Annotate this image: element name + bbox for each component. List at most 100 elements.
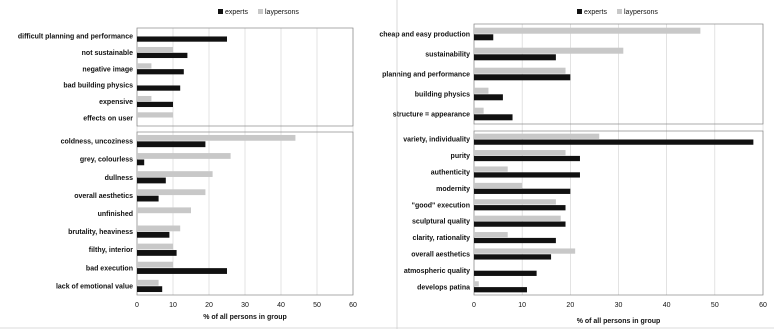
tick-label: 10: [169, 302, 177, 309]
bar-experts: [137, 231, 170, 238]
legend-label: laypersons: [265, 9, 299, 16]
bar-experts: [474, 221, 566, 227]
bar-laypersons: [137, 112, 173, 118]
category-label: authenticity: [431, 170, 470, 177]
legend-swatch: [258, 9, 263, 14]
bar-experts: [474, 205, 566, 211]
bar-laypersons: [137, 243, 173, 250]
bar-laypersons: [474, 199, 556, 205]
bar-experts: [137, 286, 163, 293]
category-label: expensive: [99, 99, 133, 106]
category-label: overall aesthetics: [411, 252, 470, 259]
bar-experts: [474, 94, 503, 101]
bar-laypersons: [137, 279, 159, 286]
bar-experts: [137, 52, 188, 59]
bar-experts: [137, 268, 227, 274]
category-label: negative image: [82, 66, 133, 73]
category-label: modernity: [436, 186, 470, 193]
tick-label: 50: [313, 302, 321, 309]
bar-laypersons: [137, 225, 181, 232]
category-label: cheap and easy production: [379, 32, 470, 39]
category-label: sustainability: [425, 52, 470, 59]
category-label: purity: [451, 153, 471, 160]
category-label: overall aesthetics: [74, 193, 133, 200]
bar-experts: [474, 34, 494, 41]
category-label: dullness: [105, 175, 134, 182]
category-label: clarity, rationality: [413, 235, 471, 242]
group-frame: [473, 23, 764, 125]
category-label: unfinished: [98, 211, 133, 218]
bar-experts: [137, 250, 177, 256]
bar-laypersons: [474, 166, 508, 172]
tick-label: 60: [759, 302, 767, 309]
group-frame: [473, 130, 764, 296]
category-label: brutality, heaviness: [68, 229, 133, 236]
bar-laypersons: [474, 182, 523, 189]
bar-laypersons: [474, 232, 508, 238]
bar-experts: [137, 101, 173, 108]
bar-experts: [474, 254, 552, 260]
group-frame: [136, 27, 354, 127]
tick-label: 20: [205, 302, 213, 309]
category-label: not sustainable: [82, 50, 133, 57]
tick-label: 50: [711, 302, 719, 309]
tick-label: 0: [472, 302, 476, 309]
bar-laypersons: [137, 63, 152, 69]
bar-experts: [137, 85, 181, 91]
bar-experts: [474, 114, 513, 121]
bar-experts: [137, 159, 145, 166]
x-axis-label: % of all persons in group: [577, 318, 661, 325]
category-label: "good" execution: [412, 202, 470, 209]
category-label: variety, individuality: [403, 137, 470, 144]
bar-laypersons: [137, 46, 173, 53]
tick-label: 10: [518, 302, 526, 309]
tick-label: 40: [663, 302, 671, 309]
bar-experts: [474, 155, 580, 162]
bar-laypersons: [474, 87, 489, 94]
bar-experts: [474, 237, 556, 244]
bar-laypersons: [474, 107, 484, 114]
category-label: effects on user: [83, 115, 133, 122]
legend-label: experts: [584, 9, 607, 16]
category-label: lack of emotional value: [56, 283, 133, 290]
tick-label: 40: [277, 302, 285, 309]
category-label: structure = appearance: [393, 112, 470, 119]
category-label: sculptural quality: [412, 219, 470, 226]
bar-laypersons: [137, 153, 231, 159]
category-label: building physics: [415, 92, 470, 99]
bar-experts: [137, 177, 166, 184]
x-axis-label: % of all persons in group: [203, 314, 287, 321]
bar-experts: [137, 36, 227, 42]
bar-experts: [474, 188, 571, 194]
bar-laypersons: [137, 207, 191, 214]
tick-label: 30: [241, 302, 249, 309]
category-label: coldness, uncoziness: [61, 139, 133, 146]
category-label: bad building physics: [63, 83, 133, 90]
bar-experts: [137, 69, 184, 75]
bar-laypersons: [474, 67, 566, 74]
bar-laypersons: [474, 248, 576, 254]
legend-label: laypersons: [624, 9, 658, 16]
tick-label: 0: [135, 302, 139, 309]
bar-laypersons: [474, 133, 600, 139]
tick-label: 30: [615, 302, 623, 309]
category-label: grey, colourless: [80, 157, 133, 164]
legend-swatch: [617, 9, 622, 14]
group-frame: [136, 131, 354, 296]
bar-experts: [137, 141, 206, 148]
bar-experts: [137, 195, 159, 202]
bar-laypersons: [474, 47, 624, 54]
bar-laypersons: [474, 281, 479, 287]
bar-experts: [474, 54, 556, 61]
category-label: filthy, interior: [89, 247, 133, 254]
category-label: atmospheric quality: [404, 268, 470, 275]
bar-laypersons: [137, 261, 173, 268]
tick-label: 20: [566, 302, 574, 309]
bar-laypersons: [137, 189, 206, 196]
category-label: difficult planning and performance: [18, 34, 133, 41]
category-label: planning and performance: [382, 72, 470, 79]
bar-laypersons: [474, 215, 561, 221]
bar-laypersons: [137, 134, 296, 141]
category-label: develops patina: [417, 284, 470, 291]
